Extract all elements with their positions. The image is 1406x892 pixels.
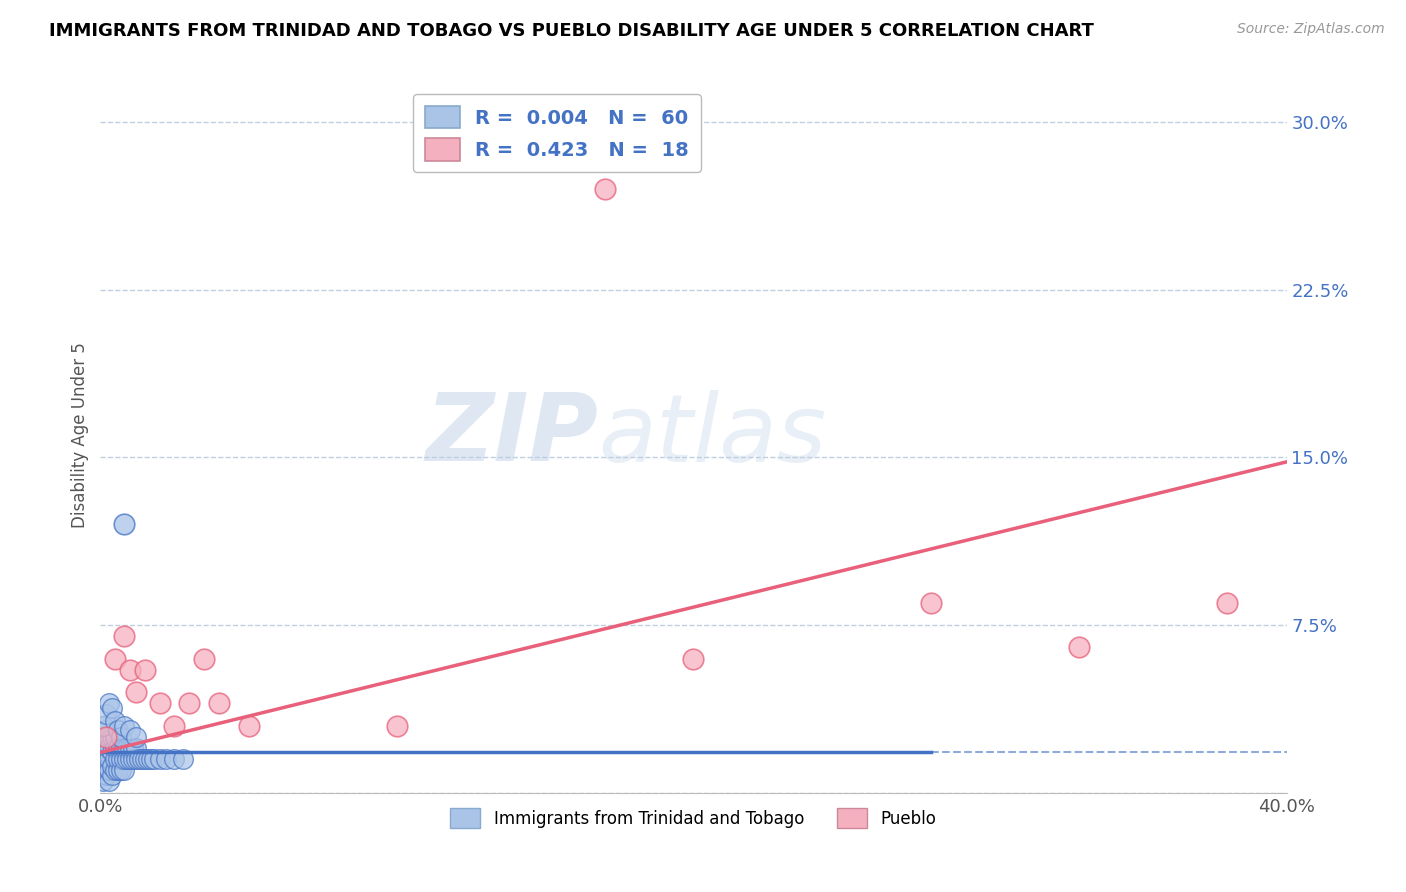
Point [593, 182, 616, 196]
Point [163, 752, 186, 766]
Text: atlas: atlas [599, 390, 827, 481]
Point [98, 774, 121, 789]
Point [136, 752, 159, 766]
Text: IMMIGRANTS FROM TRINIDAD AND TOBAGO VS PUEBLO DISABILITY AGE UNDER 5 CORRELATION: IMMIGRANTS FROM TRINIDAD AND TOBAGO VS P… [49, 22, 1094, 40]
Point [96, 768, 118, 782]
Point [134, 663, 156, 677]
Point [131, 752, 153, 766]
Point [112, 752, 135, 766]
Point [122, 752, 145, 766]
Point [1216, 596, 1239, 610]
Point [98, 696, 121, 710]
Point [91, 741, 114, 756]
Point [118, 723, 141, 737]
Point [112, 629, 135, 643]
Point [122, 741, 145, 756]
Point [104, 651, 127, 665]
Point [110, 730, 132, 744]
Point [128, 752, 150, 766]
Point [155, 752, 177, 766]
Point [1067, 640, 1090, 655]
Point [125, 752, 148, 766]
Point [91, 730, 114, 744]
Legend: Immigrants from Trinidad and Tobago, Pueblo: Immigrants from Trinidad and Tobago, Pue… [444, 802, 943, 834]
Point [104, 714, 127, 728]
Point [682, 651, 704, 665]
Point [104, 752, 127, 766]
Point [96, 730, 118, 744]
Point [107, 741, 129, 756]
Point [91, 764, 114, 778]
Point [96, 746, 118, 760]
Point [112, 764, 135, 778]
Point [118, 741, 141, 756]
Point [118, 752, 141, 766]
Point [107, 764, 129, 778]
Point [149, 752, 172, 766]
Point [107, 752, 129, 766]
Point [920, 596, 942, 610]
Point [163, 718, 186, 732]
Point [98, 730, 121, 744]
Point [115, 752, 138, 766]
Point [125, 685, 148, 699]
Point [91, 718, 114, 732]
Point [91, 752, 114, 766]
Point [125, 741, 148, 756]
Point [104, 741, 127, 756]
Point [101, 730, 124, 744]
Point [101, 759, 124, 773]
Point [98, 741, 121, 756]
Point [179, 696, 201, 710]
Point [208, 696, 231, 710]
Point [112, 517, 135, 532]
Point [125, 730, 148, 744]
Point [110, 764, 132, 778]
Point [112, 718, 135, 732]
Point [98, 752, 121, 766]
Point [96, 737, 118, 751]
Point [139, 752, 162, 766]
Y-axis label: Disability Age Under 5: Disability Age Under 5 [72, 343, 89, 528]
Point [238, 718, 260, 732]
Point [115, 741, 138, 756]
Point [104, 764, 127, 778]
Point [101, 768, 124, 782]
Point [112, 741, 135, 756]
Point [96, 723, 118, 737]
Point [91, 774, 114, 789]
Point [110, 741, 132, 756]
Point [172, 752, 194, 766]
Point [101, 700, 124, 714]
Text: ZIP: ZIP [426, 389, 599, 481]
Point [134, 752, 156, 766]
Point [385, 718, 408, 732]
Point [118, 663, 141, 677]
Point [107, 723, 129, 737]
Point [149, 696, 172, 710]
Point [98, 764, 121, 778]
Text: Source: ZipAtlas.com: Source: ZipAtlas.com [1237, 22, 1385, 37]
Point [96, 707, 118, 722]
Point [110, 752, 132, 766]
Point [104, 730, 127, 744]
Point [101, 746, 124, 760]
Point [96, 759, 118, 773]
Point [193, 651, 215, 665]
Point [142, 752, 165, 766]
